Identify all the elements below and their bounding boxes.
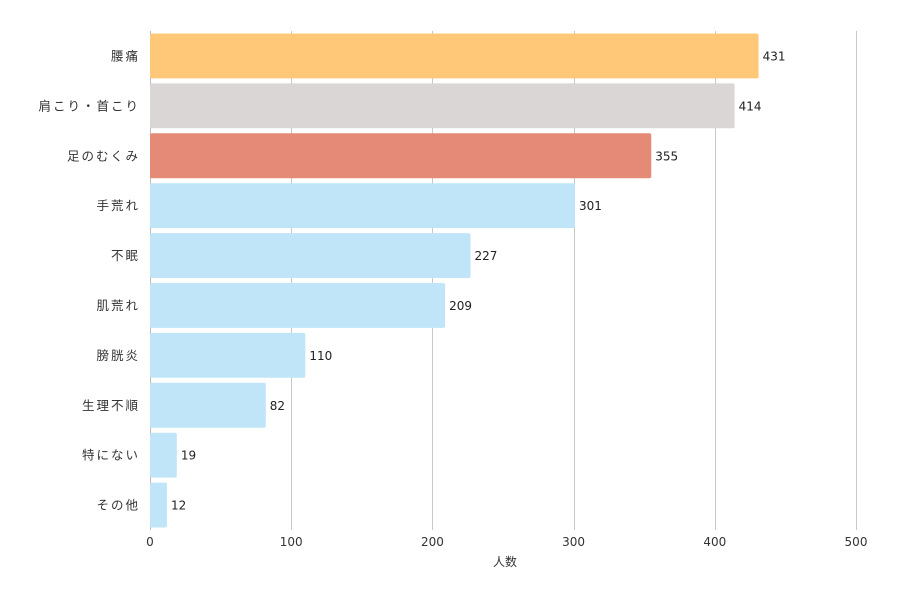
bar-1: [150, 83, 735, 129]
bar-3: [150, 183, 576, 229]
bars: [150, 33, 759, 528]
x-tick-100: 100: [280, 535, 303, 549]
value-label-0: 431: [763, 49, 786, 63]
bar-6: [150, 332, 306, 378]
category-label-4: 不眠: [111, 248, 140, 263]
value-label-5: 209: [449, 299, 472, 313]
category-label-5: 肌荒れ: [96, 298, 140, 313]
category-label-3: 手荒れ: [96, 198, 140, 213]
category-label-8: 特にない: [82, 448, 140, 463]
bar-2: [150, 133, 652, 179]
value-label-6: 110: [309, 349, 332, 363]
value-label-2: 355: [655, 149, 678, 163]
category-label-9: その他: [96, 498, 140, 513]
category-label-0: 腰痛: [111, 48, 140, 63]
bar-0: [150, 33, 759, 79]
x-tick-0: 0: [146, 535, 154, 549]
value-label-9: 12: [171, 499, 186, 513]
bar-7: [150, 382, 266, 428]
bar-5: [150, 282, 446, 328]
bar-8: [150, 432, 177, 478]
category-label-7: 生理不順: [82, 398, 140, 413]
category-label-1: 肩こり・首こり: [38, 98, 140, 113]
category-label-2: 足のむくみ: [67, 148, 140, 163]
category-label-6: 膀胱炎: [96, 348, 140, 363]
bar-4: [150, 233, 471, 279]
value-label-7: 82: [270, 399, 285, 413]
x-tick-500: 500: [845, 535, 868, 549]
bar-9: [150, 482, 167, 528]
x-axis-title: 人数: [493, 554, 517, 569]
x-tick-300: 300: [562, 535, 585, 549]
x-tick-400: 400: [703, 535, 726, 549]
x-tick-200: 200: [421, 535, 444, 549]
value-label-4: 227: [475, 249, 498, 263]
value-label-8: 19: [181, 449, 196, 463]
x-tick-labels: 0 100 200 300 400 500: [146, 535, 867, 549]
value-label-3: 301: [579, 199, 602, 213]
value-labels: 431 414 355 301 227 209 110 82 19 12: [171, 49, 786, 512]
value-label-1: 414: [739, 99, 762, 113]
